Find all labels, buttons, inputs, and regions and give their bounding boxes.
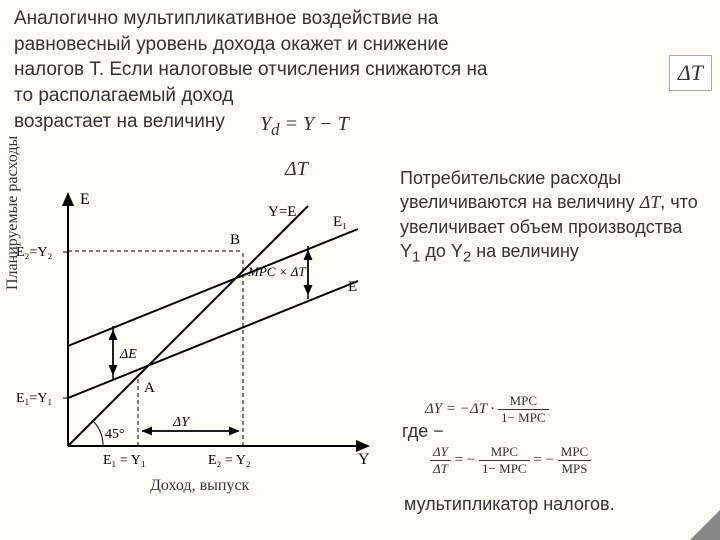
lab-45: 45° [105,427,125,442]
dy-frac: MPC 1− MPC [498,393,549,426]
mult-lhs-den: ΔT [430,461,451,477]
lab-E1Y1: E₁=Y₁ [16,391,52,406]
line2: равновесный уровень дохода окажет и сниж… [14,34,449,55]
lab-Eline: E [348,279,357,295]
top-paragraph: Аналогично мультипликативное воздействие… [0,0,720,134]
r-p1d: на величину [471,241,579,261]
lab-YE: Y=E [268,204,296,220]
lab-dE: ΔE [119,347,137,362]
yd-eq: = Y − T [279,113,348,135]
lab-xE2: E₂ = Y₂ [208,453,251,468]
mult-f1-num: MPC [479,444,530,461]
r-sub2: 2 [463,248,471,265]
multiplier-label: мультипликатор налогов. [404,494,615,516]
formula-multiplier: ΔY ΔT = − MPC 1− MPC = − MPC MPS [430,444,591,477]
mult-f1: MPC 1− MPC [479,444,530,477]
lab-B: B [230,232,240,248]
mult-f2-num: MPC [558,444,591,461]
dy-eq-text: ΔY = −ΔT · [425,401,498,417]
mult-f2-den: MPS [558,461,591,477]
yd-y: Y [260,113,271,135]
delta-t-box: ΔT [669,55,712,91]
line3: налогов T. Если налоговые отчисления сни… [14,59,488,80]
line4: то располагаемый доход [14,85,233,106]
lab-E1: E₁ [333,214,347,230]
page-corner-icon [690,510,720,540]
formula-yd: Yd = Y − T [260,113,349,140]
mult-f1-den: 1− MPC [479,461,530,477]
r-p1c: до Y [420,241,463,261]
lab-dY: ΔY [172,415,191,430]
lab-xE1: E₁ = Y₁ [103,453,146,468]
lab-mpcdt: MPC × ΔT [247,264,306,279]
lab-Y: Y [358,451,370,468]
lab-A: A [144,380,155,396]
lab-E: E [80,191,90,208]
mult-f2: MPC MPS [558,444,591,477]
line5: возрастает на величину [14,111,225,132]
gde-label: где − [402,421,444,442]
dy-den: 1− MPC [498,410,549,426]
lab-E2Y2: E₂=Y₂ [16,245,52,260]
keynesian-cross-chart: E Y Y=E 45° E E₁ E₁=Y₁ E₂=Y₂ A B ΔE MPC … [8,186,388,486]
line1: Аналогично мультипликативное воздействие… [14,8,438,29]
delta-t-under: ΔT [285,158,308,181]
r-dt: ΔT [640,192,661,212]
mult-lhs-num: ΔY [430,444,451,461]
mult-eq1: = − [455,452,476,468]
mult-lhs: ΔY ΔT [430,444,451,477]
right-paragraph: Потребительские расходы увеличиваются на… [400,166,702,268]
r-p1a: Потребительские расходы увеличиваются на… [400,168,640,212]
dy-num: MPC [498,393,549,410]
mult-eq2: = − [533,452,554,468]
